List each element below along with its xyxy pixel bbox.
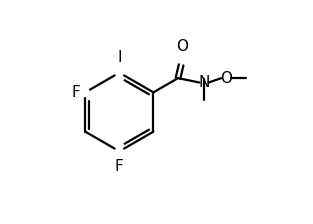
Text: O: O <box>177 39 188 54</box>
Text: F: F <box>115 159 124 174</box>
Text: F: F <box>71 85 80 100</box>
Text: N: N <box>198 75 210 90</box>
Text: O: O <box>220 71 232 86</box>
Text: I: I <box>117 50 122 65</box>
